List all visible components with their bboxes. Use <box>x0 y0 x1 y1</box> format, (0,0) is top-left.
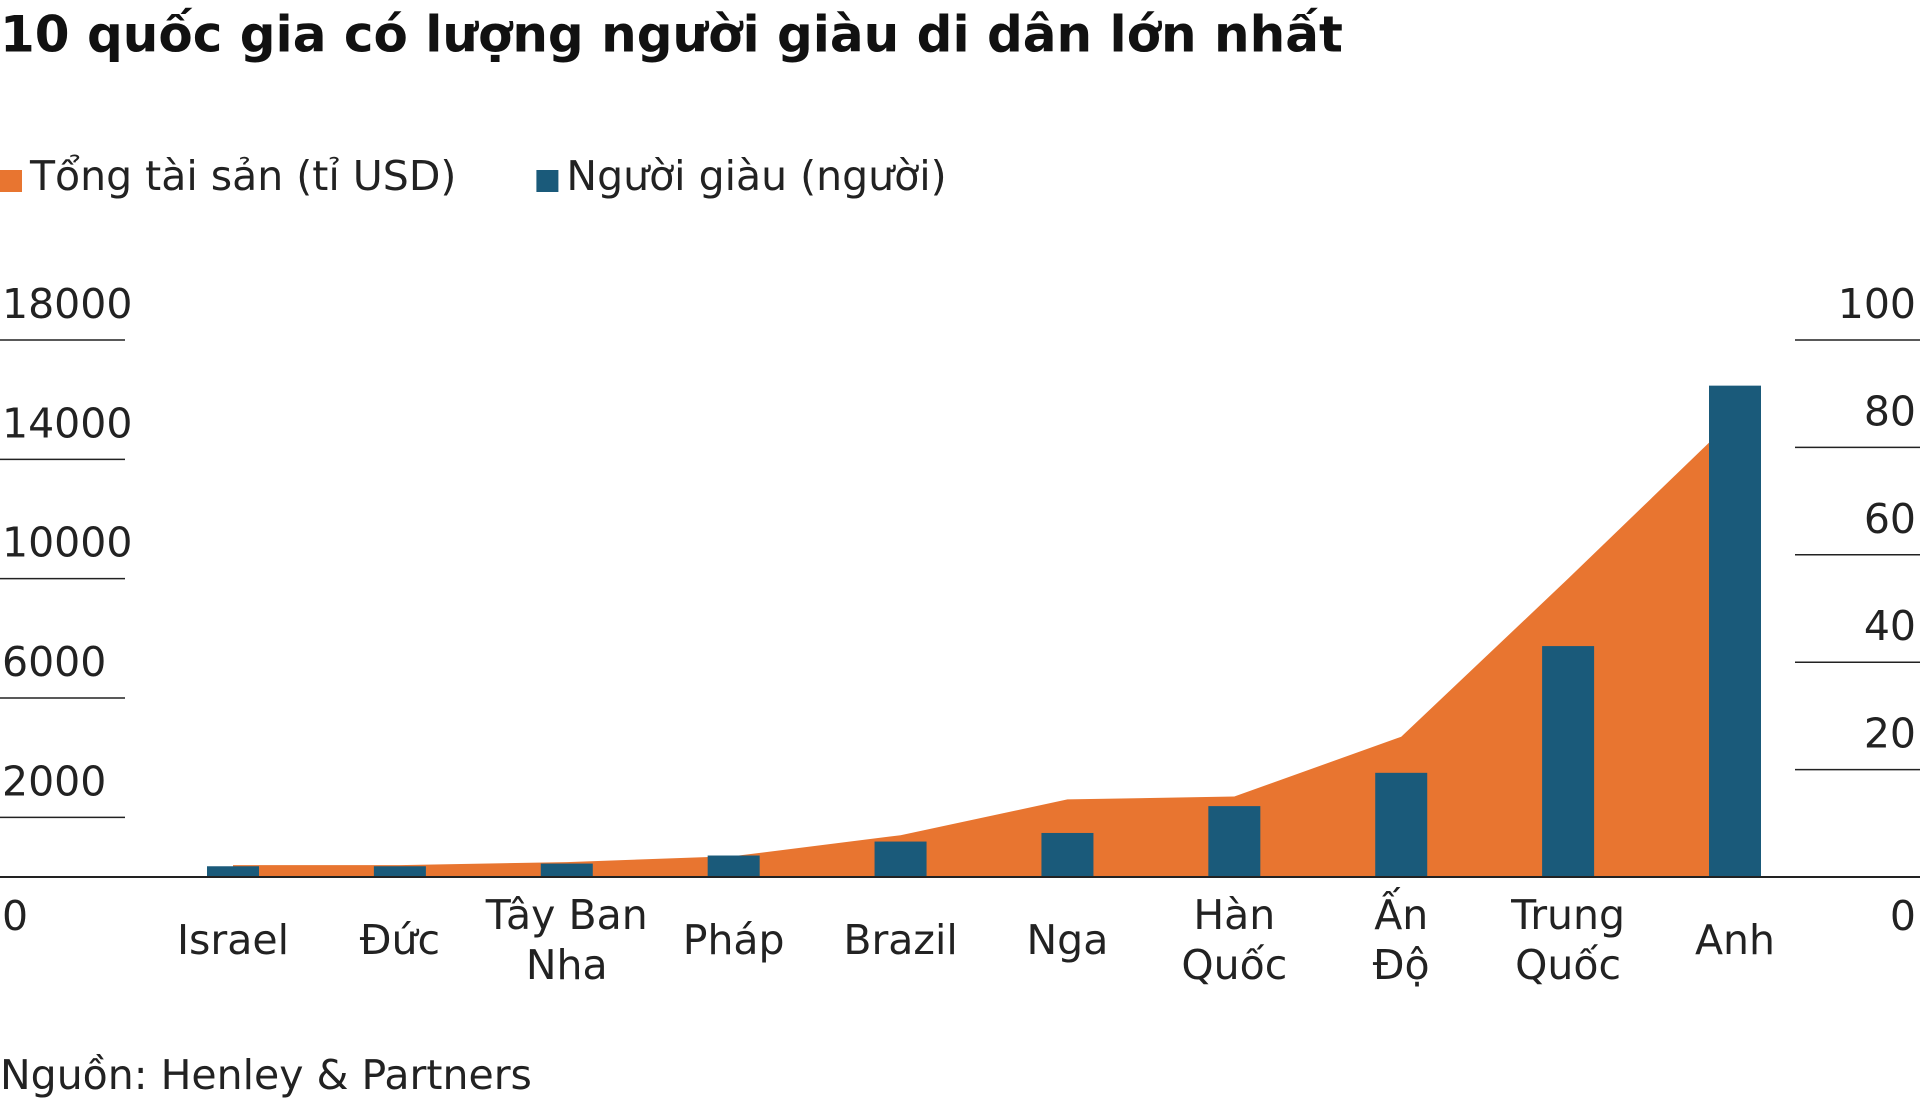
x-tick-label: Anh <box>1694 916 1776 964</box>
y-tick-label: 0 <box>2 892 28 940</box>
bar <box>540 863 593 877</box>
legend-swatch <box>536 170 559 192</box>
y2-tick-label: 60 <box>1864 495 1916 543</box>
legend-label: Tổng tài sản (tỉ USD) <box>29 152 456 200</box>
legend-label: Người giàu (người) <box>566 152 946 200</box>
y2-tick-label: 80 <box>1864 387 1916 435</box>
bar <box>874 841 927 877</box>
y-tick-label: 2000 <box>2 757 106 805</box>
bar <box>373 866 426 877</box>
y2-tick-label: 40 <box>1864 602 1916 650</box>
y-tick-label: 10000 <box>2 519 132 567</box>
chart-title: 10 quốc gia có lượng người giàu di dân l… <box>0 6 1343 64</box>
y-tick-label: 14000 <box>2 399 132 447</box>
y2-tick-label: 100 <box>1838 280 1916 328</box>
x-tick-label: Ấn Độ <box>1372 891 1430 989</box>
legend-swatch <box>0 170 22 192</box>
x-tick-label: Hàn Quốc <box>1181 891 1288 989</box>
bar <box>1709 385 1761 877</box>
area <box>233 417 1735 877</box>
bar <box>1375 772 1428 877</box>
x-tick-label: Tây Ban Nha <box>485 891 648 989</box>
bar <box>1542 646 1595 877</box>
bar <box>707 855 760 877</box>
bar <box>1041 832 1094 877</box>
x-tick-label: Brazil <box>843 916 958 964</box>
y-tick-label: 18000 <box>2 280 132 328</box>
y2-tick-label: 0 <box>1890 892 1916 940</box>
y2-tick-label: 20 <box>1864 710 1916 758</box>
bar <box>207 866 259 877</box>
x-tick-label: Israel <box>176 916 290 964</box>
x-tick-label: Pháp <box>682 916 785 964</box>
x-tick-label: Nga <box>1026 916 1109 964</box>
x-tick-label: Trung Quốc <box>1511 891 1626 989</box>
bar <box>1208 806 1261 877</box>
y-tick-label: 6000 <box>2 638 106 686</box>
x-tick-label: Đức <box>359 916 441 964</box>
source: Nguồn: Henley & Partners <box>0 1051 532 1099</box>
